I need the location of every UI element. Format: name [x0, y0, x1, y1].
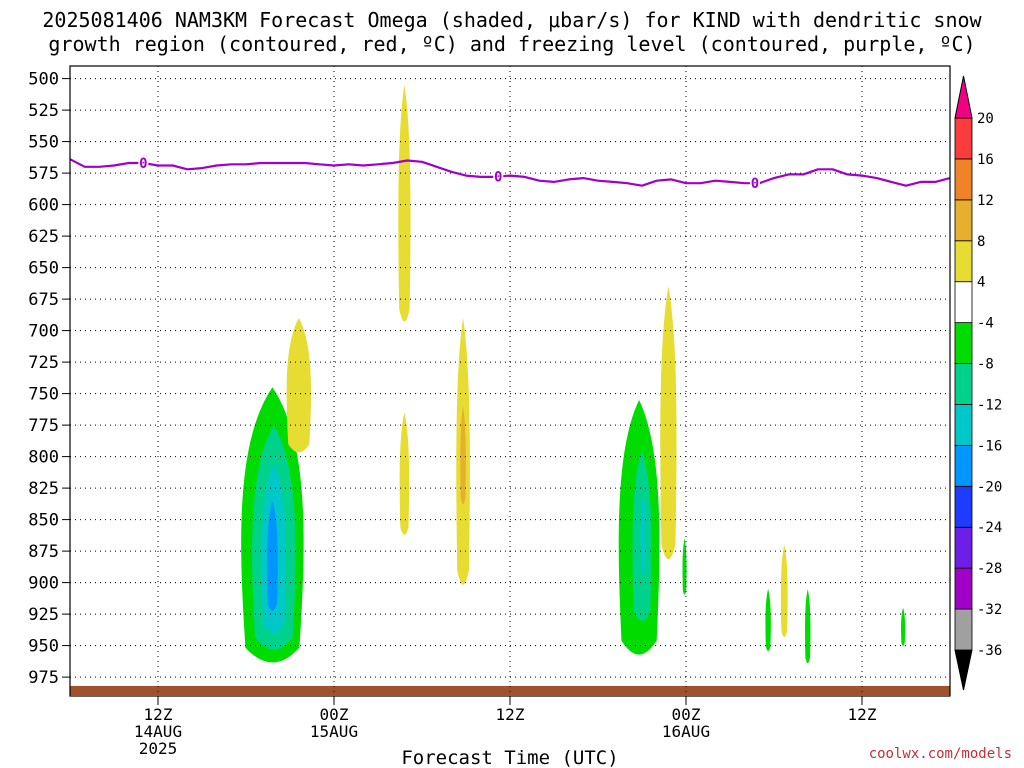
freezing-level-line	[69, 158, 951, 187]
y-tick-label-975: 975	[28, 668, 59, 688]
y-tick-label-750: 750	[28, 385, 59, 405]
credit-text: coolwx.com/models	[869, 746, 1012, 762]
colorbar-label-9: -20	[977, 479, 1002, 495]
colorbar-box-7	[954, 363, 973, 405]
omega-region-6	[399, 412, 410, 535]
omega-region-11	[640, 494, 647, 575]
omega-shading	[241, 84, 906, 664]
colorbar-label-11: -28	[977, 561, 1002, 577]
colorbar-box-6	[954, 404, 973, 446]
x-tick-label-30-0: 12Z	[496, 705, 525, 724]
colorbar-box-2	[954, 567, 973, 610]
ground-surface	[70, 685, 950, 695]
y-tick-label-525: 525	[28, 101, 59, 121]
plot-area: 0 0 0	[69, 65, 951, 697]
omega-region-13	[682, 538, 687, 595]
colorbar-box-5	[954, 444, 973, 487]
y-tick-label-900: 900	[28, 574, 59, 594]
colorbar-label-3: 8	[977, 234, 985, 250]
colorbar-box-12	[954, 158, 973, 201]
colorbar-box-13	[954, 117, 973, 160]
y-tick-label-675: 675	[28, 290, 59, 310]
x-tick-label-6-0: 12Z	[144, 705, 173, 724]
y-tick-label-500: 500	[28, 70, 59, 90]
x-tick-label-6-2: 2025	[139, 739, 178, 758]
freezing-level-label-1: 0	[494, 170, 502, 186]
colorbar-label-10: -24	[977, 520, 1002, 536]
y-tick-label-850: 850	[28, 511, 59, 531]
colorbar-box-1	[954, 608, 973, 651]
x-tick-label-54-0: 12Z	[848, 705, 877, 724]
omega-region-4	[286, 318, 312, 453]
omega-region-12	[660, 286, 677, 560]
chart-title-line-1: 2025081406 NAM3KM Forecast Omega (shaded…	[42, 8, 982, 32]
omega-region-17	[901, 607, 906, 646]
colorbar-label-8: -16	[977, 438, 1002, 454]
freezing-level-label-0: 0	[139, 156, 147, 172]
colorbar-label-2: 12	[977, 193, 994, 209]
colorbar-label-7: -12	[977, 397, 1002, 413]
omega-region-14	[765, 588, 771, 652]
y-tick-label-775: 775	[28, 416, 59, 436]
colorbar-top-triangle	[954, 75, 973, 119]
omega-region-8	[460, 406, 466, 505]
y-tick-label-875: 875	[28, 542, 59, 562]
x-tick-label-6-1: 14AUG	[134, 722, 182, 741]
y-tick-label-800: 800	[28, 448, 59, 468]
omega-region-3	[266, 500, 278, 611]
y-tick-label-825: 825	[28, 479, 59, 499]
grid-lines	[70, 66, 950, 696]
colorbar-label-0: 20	[977, 111, 994, 127]
y-tick-label-600: 600	[28, 196, 59, 216]
y-tick-label-950: 950	[28, 637, 59, 657]
colorbar-box-11	[954, 199, 973, 242]
x-tick-label-42-1: 16AUG	[662, 722, 710, 741]
x-axis-label: Forecast Time (UTC)	[401, 747, 618, 768]
colorbar-box-4	[954, 485, 973, 528]
x-tick-label-42-0: 00Z	[672, 705, 701, 724]
y-tick-label-575: 575	[28, 164, 59, 184]
colorbar-label-1: 16	[977, 152, 994, 168]
ground-fill	[70, 685, 950, 695]
omega-region-16	[805, 588, 811, 664]
y-axis-ticks: 500 525 550 575 600 625 650 675 700 725 750 775 800 8…	[28, 70, 70, 688]
colorbar-label-13: -36	[977, 643, 1002, 659]
freezing-label-bg-2	[749, 175, 760, 192]
colorbar-box-3	[954, 526, 973, 569]
y-tick-label-925: 925	[28, 605, 59, 625]
freezing-label-bg-0	[138, 155, 149, 172]
colorbar-box-10	[954, 240, 973, 283]
y-tick-label-650: 650	[28, 259, 59, 279]
freezing-label-bg-1	[493, 168, 504, 185]
colorbar-label-5: -4	[977, 316, 994, 332]
y-tick-label-550: 550	[28, 133, 59, 153]
colorbar-box-8	[954, 322, 973, 364]
colorbar-label-4: 4	[977, 275, 985, 291]
colorbar-box-9	[954, 281, 973, 324]
colorbar-label-12: -32	[977, 602, 1002, 618]
x-tick-label-18-1: 15AUG	[310, 722, 358, 741]
x-tick-label-18-0: 00Z	[320, 705, 349, 724]
freezing-level-contour: 0 0 0	[69, 155, 951, 192]
y-tick-label-725: 725	[28, 353, 59, 373]
omega-region-5	[398, 84, 411, 322]
colorbar-label-6: -8	[977, 357, 994, 373]
y-tick-label-625: 625	[28, 227, 59, 247]
colorbar: 20 16 12 8 4 -4 -8 -12 -16 -20 -24 -28 -32 -36	[954, 75, 1002, 691]
chart-title-line-2: growth region (contoured, red, ºC) and f…	[48, 32, 975, 56]
freezing-level-label-2: 0	[751, 176, 759, 192]
colorbar-bottom-triangle	[954, 649, 973, 691]
y-tick-label-700: 700	[28, 322, 59, 342]
